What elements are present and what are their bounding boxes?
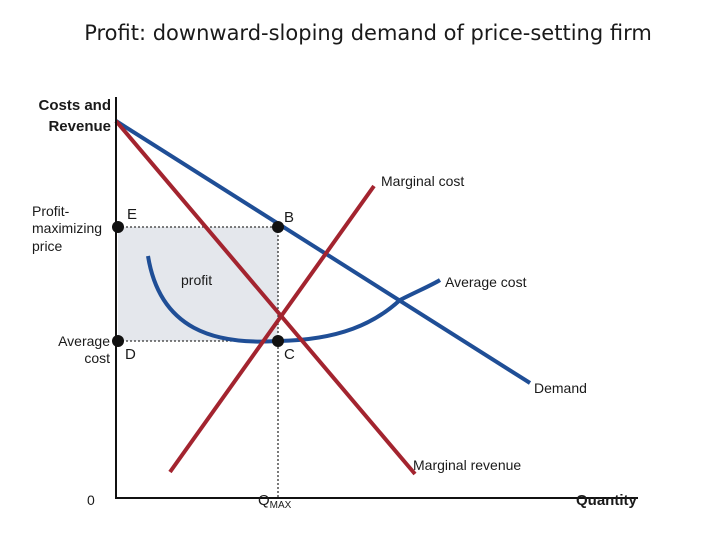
origin-label: 0 xyxy=(87,492,95,508)
profit-max-price-label-line1: Profit- xyxy=(32,203,70,219)
x-axis-label: Quantity xyxy=(576,492,637,509)
qmax-main: Q xyxy=(258,492,270,509)
profit-area xyxy=(118,227,278,341)
qmax-label: QMAX xyxy=(258,492,292,511)
average-cost-curve xyxy=(146,255,442,344)
marginal-revenue-line xyxy=(114,119,417,476)
average-cost-label: Average cost xyxy=(445,274,527,290)
profit-max-price-label-line3: price xyxy=(32,238,63,254)
point-b-label: B xyxy=(284,209,294,226)
point-c-marker xyxy=(272,335,284,347)
profit-label: profit xyxy=(181,272,212,288)
avg-cost-price-label-line2: cost xyxy=(84,350,110,366)
point-d-marker xyxy=(112,335,124,347)
point-e-marker xyxy=(112,221,124,233)
point-b-marker xyxy=(272,221,284,233)
demand-line xyxy=(114,119,532,385)
point-e-label: E xyxy=(127,206,137,223)
point-d-label: D xyxy=(125,346,136,363)
qmax-subscript: MAX xyxy=(270,500,292,511)
marginal-cost-line xyxy=(168,184,376,474)
profit-max-price-label-line2: maximizing xyxy=(32,220,102,236)
avg-cost-price-label-line1: Average xyxy=(58,333,110,349)
point-c-label: C xyxy=(284,346,295,363)
marginal-revenue-label: Marginal revenue xyxy=(413,457,521,473)
demand-label: Demand xyxy=(534,380,587,396)
diagram-title: Profit: downward-sloping demand of price… xyxy=(84,21,652,45)
marginal-cost-label: Marginal cost xyxy=(381,173,464,189)
y-axis-label-line2: Revenue xyxy=(48,118,111,135)
y-axis-label-line1: Costs and xyxy=(38,97,111,114)
